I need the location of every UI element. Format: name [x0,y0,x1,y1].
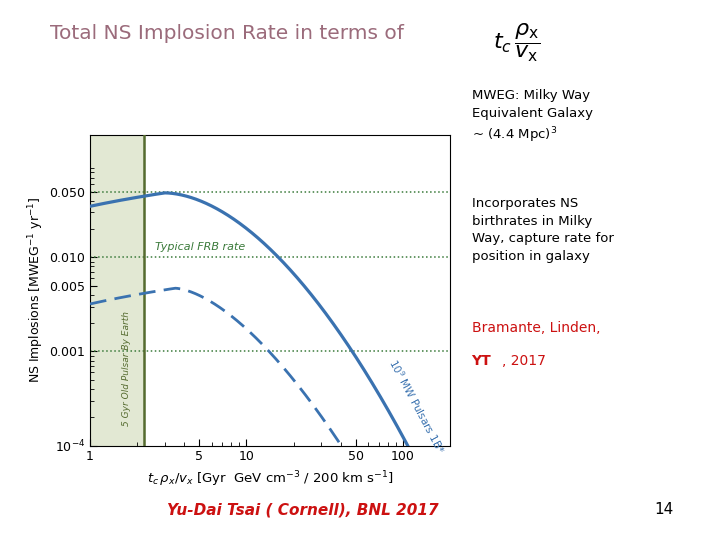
Text: Incorporates NS
birthrates in Milky
Way, capture rate for
position in galaxy: Incorporates NS birthrates in Milky Way,… [472,197,613,262]
X-axis label: $t_c\,\rho_x/v_x$ [Gyr  GeV cm$^{-3}$ / 200 km s$^{-1}$]: $t_c\,\rho_x/v_x$ [Gyr GeV cm$^{-3}$ / 2… [147,469,393,489]
Text: MWEG: Milky Way
Equivalent Galaxy
~ (4.4 Mpc)$^3$: MWEG: Milky Way Equivalent Galaxy ~ (4.4… [472,89,593,145]
Text: 5 Gyr Old Pulsar By Earth: 5 Gyr Old Pulsar By Earth [122,311,130,426]
Bar [90,135,143,446]
Text: $10^8$ MW Pulsars 1B*: $10^8$ MW Pulsars 1B* [0,539,1,540]
Text: YT: YT [472,354,491,368]
Text: $t_c\,\dfrac{\rho_{\rm x}}{v_{\rm x}}$: $t_c\,\dfrac{\rho_{\rm x}}{v_{\rm x}}$ [493,22,541,64]
Text: Typical FRB rate: Typical FRB rate [155,242,246,252]
Text: Yu-Dai Tsai ( Cornell), BNL 2017: Yu-Dai Tsai ( Cornell), BNL 2017 [166,502,438,517]
Text: 14: 14 [654,502,673,517]
Y-axis label: NS Implosions [MWEG$^{-1}$ yr$^{-1}$]: NS Implosions [MWEG$^{-1}$ yr$^{-1}$] [27,197,46,383]
Text: Bramante, Linden,: Bramante, Linden, [472,321,600,335]
Text: $10^9$ MW Pulsars 1B*: $10^9$ MW Pulsars 1B* [386,357,448,456]
Text: , 2017: , 2017 [502,354,546,368]
Text: Total NS Implosion Rate in terms of: Total NS Implosion Rate in terms of [50,24,404,43]
